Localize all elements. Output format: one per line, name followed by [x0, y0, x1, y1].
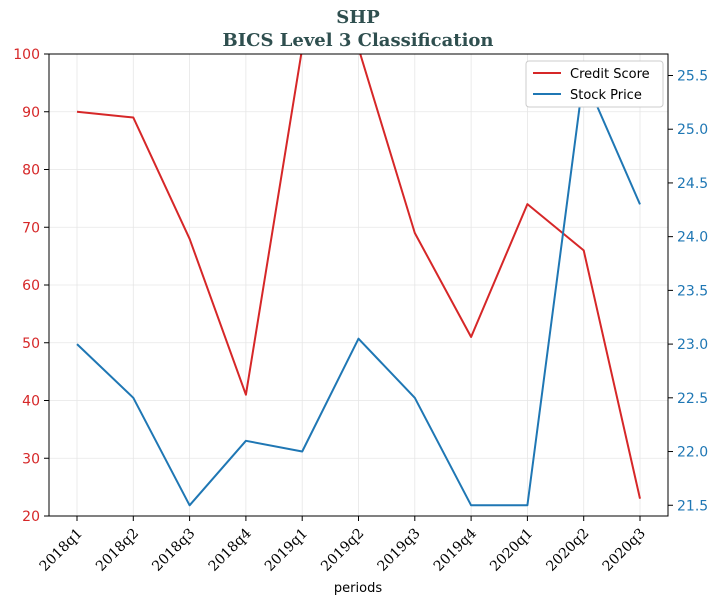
- y-right-tick-label: 22.5: [677, 391, 708, 407]
- x-tick-label: 2019q3: [374, 526, 423, 575]
- y-right-tick-label: 25.0: [677, 122, 708, 138]
- y-left-tick-label: 70: [22, 220, 40, 236]
- x-tick-label: 2018q2: [93, 526, 142, 575]
- y-right-tick-label: 23.0: [677, 337, 708, 353]
- y-axis-right: 21.5 22.0 22.5 23.0 23.5 24.0 24.5 25.0 25.5: [668, 68, 708, 514]
- y-left-tick-label: 30: [22, 451, 40, 467]
- series-line-credit-score: [76, 54, 641, 499]
- legend-label-stock-price: Stock Price: [570, 88, 642, 103]
- y-right-tick-label: 22.0: [677, 445, 708, 461]
- series-lines: [76, 54, 641, 507]
- x-tick-label: 2018q3: [149, 526, 198, 575]
- x-tick-label: 2019q4: [431, 525, 480, 574]
- x-tick-label: 2020q1: [487, 526, 536, 575]
- y-left-tick-label: 60: [22, 278, 40, 294]
- y-right-tick-label: 24.0: [677, 230, 708, 246]
- y-left-tick-label: 50: [22, 336, 40, 352]
- y-left-tick-label: 40: [22, 394, 40, 410]
- y-right-tick-label: 21.5: [677, 498, 708, 514]
- y-left-tick-label: 100: [13, 47, 40, 63]
- y-right-tick-label: 24.5: [677, 176, 708, 192]
- y-left-tick-label: 80: [22, 163, 40, 179]
- x-axis-label: periods: [334, 581, 382, 596]
- x-tick-label: 2018q1: [37, 526, 86, 575]
- grid: [49, 53, 668, 517]
- x-tick-label: 2020q2: [543, 526, 592, 575]
- y-axis-left: 20 30 40 50 60 70 80 90 100: [13, 47, 49, 525]
- x-tick-label: 2018q4: [206, 525, 255, 574]
- legend-label-credit-score: Credit Score: [570, 67, 650, 82]
- y-right-tick-label: 25.5: [677, 68, 708, 84]
- series-line-stock-price: [76, 74, 641, 507]
- x-tick-label: 2019q1: [262, 526, 311, 575]
- chart-title: SHP: [336, 7, 380, 28]
- x-tick-label: 2019q2: [318, 526, 367, 575]
- y-right-tick-label: 23.5: [677, 283, 708, 299]
- chart-subtitle: BICS Level 3 Classification: [222, 30, 493, 51]
- y-left-tick-label: 90: [22, 105, 40, 121]
- legend: Credit Score Stock Price: [525, 60, 664, 108]
- y-left-tick-label: 20: [22, 509, 40, 525]
- x-axis: 2018q1 2018q2 2018q3 2018q4 2019q1 2019q2 2019…: [37, 516, 649, 575]
- x-tick-label: 2020q3: [600, 526, 649, 575]
